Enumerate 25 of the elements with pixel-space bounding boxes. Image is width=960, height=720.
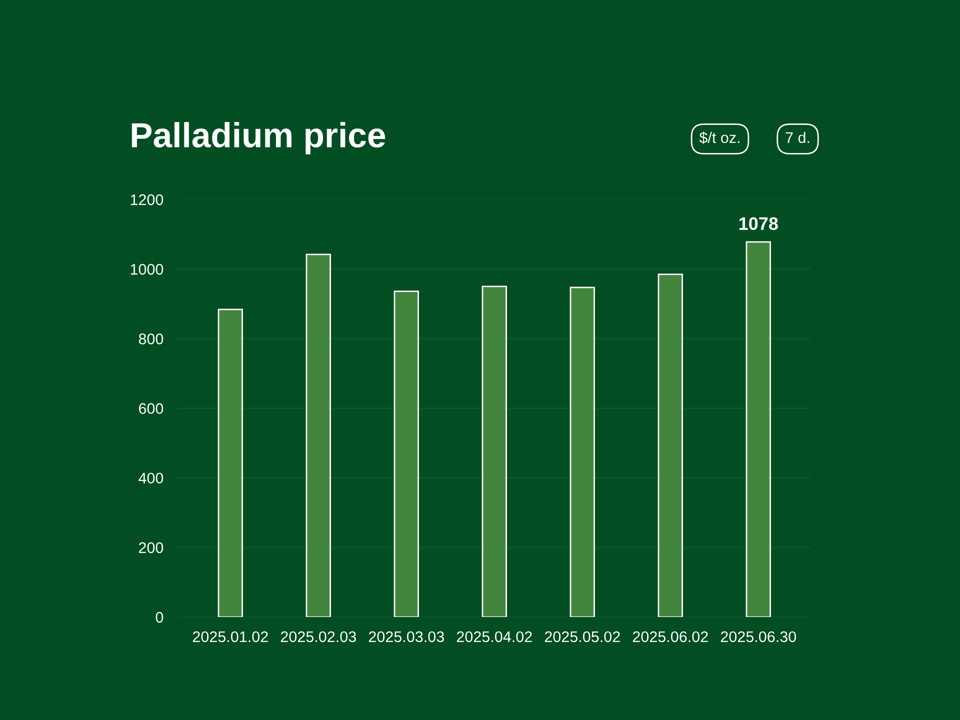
y-tick-label: 0 bbox=[156, 612, 164, 623]
y-tick-label: 600 bbox=[139, 403, 164, 414]
y-tick-label: 400 bbox=[138, 472, 164, 484]
x-tick-label: 2025.02.03 bbox=[280, 631, 356, 642]
bar bbox=[306, 254, 331, 618]
x-tick-label: 2025.05.02 bbox=[544, 631, 620, 642]
x-tick-label: 2025.01.02 bbox=[192, 631, 268, 642]
bar bbox=[570, 286, 595, 618]
x-tick-label: 2025.03.03 bbox=[368, 631, 444, 642]
bar bbox=[218, 308, 243, 618]
bar bbox=[482, 286, 507, 618]
x-tick-label: 2025.04.02 bbox=[456, 631, 532, 642]
bar bbox=[394, 290, 419, 618]
y-tick-label: 800 bbox=[138, 334, 164, 344]
y-tick-label: 1000 bbox=[130, 264, 164, 275]
y-tick-label: 1200 bbox=[130, 194, 164, 206]
data-label: 1078 bbox=[739, 217, 778, 230]
x-tick-label: 2025.06.30 bbox=[720, 631, 796, 642]
text: 7 d. bbox=[786, 132, 810, 144]
bar bbox=[746, 241, 771, 618]
chart-title: Palladium price bbox=[132, 122, 386, 154]
y-tick-label: 200 bbox=[138, 542, 164, 554]
bar bbox=[658, 274, 683, 618]
text: $/t oz. bbox=[699, 132, 740, 144]
x-tick-label: 2025.06.02 bbox=[632, 631, 708, 642]
